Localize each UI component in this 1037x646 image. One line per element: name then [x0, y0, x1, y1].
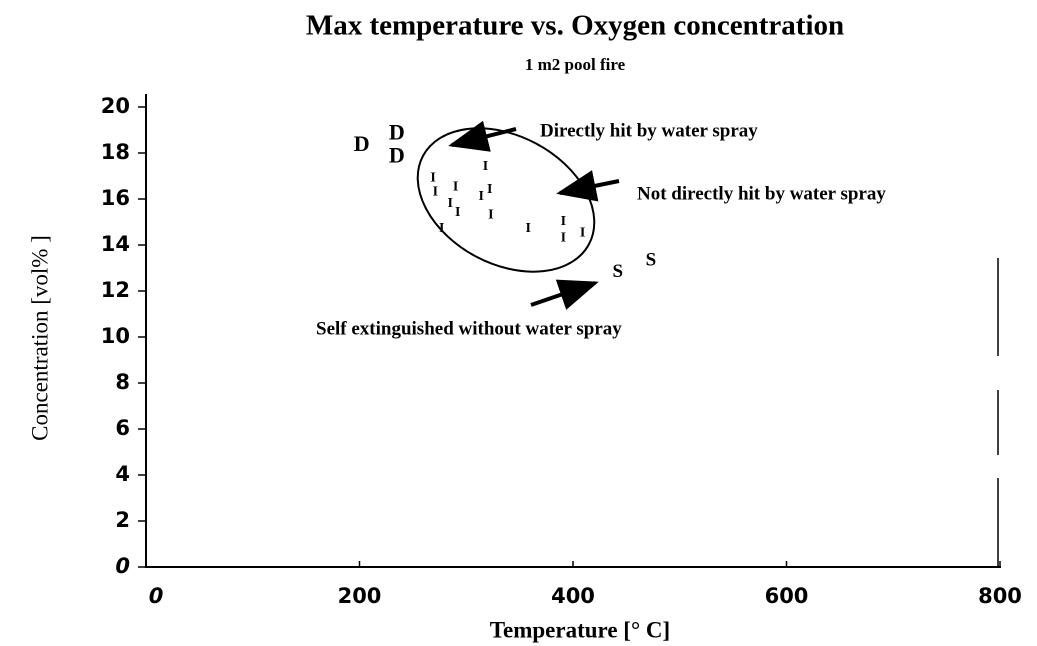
- arrow: [556, 170, 620, 202]
- point-marker: I: [488, 207, 493, 222]
- point-marker: I: [433, 184, 438, 199]
- arrow: [448, 120, 517, 152]
- point-marker: D: [354, 131, 370, 156]
- point-marker: S: [613, 261, 624, 282]
- point-marker: I: [448, 196, 453, 211]
- cluster-ellipse: [416, 127, 596, 273]
- y-tick-label: 0: [115, 554, 130, 578]
- y-tick-label: 10: [101, 324, 130, 348]
- point-marker: I: [561, 230, 566, 245]
- point-marker: I: [455, 205, 460, 220]
- y-tick-label: 12: [101, 278, 130, 302]
- annotation: Self extinguished without water spray: [316, 318, 622, 339]
- point-marker: I: [483, 159, 488, 174]
- point-marker: I: [561, 214, 566, 229]
- x-tick-label: 800: [978, 584, 1022, 608]
- point-marker: I: [478, 189, 483, 204]
- point-marker: I: [439, 221, 444, 236]
- y-tick-label: 18: [101, 140, 130, 164]
- x-tick-label: 600: [765, 584, 809, 608]
- y-tick-label: 16: [101, 186, 130, 210]
- point-marker: D: [389, 120, 405, 145]
- y-tick-label: 8: [115, 370, 130, 394]
- point-marker: I: [580, 226, 585, 241]
- x-tick-label: 400: [551, 584, 595, 608]
- point-marker: I: [453, 180, 458, 195]
- y-tick-label: 6: [115, 416, 130, 440]
- y-tick-label: 14: [101, 232, 130, 256]
- point-marker: I: [430, 171, 435, 186]
- y-tick-label: 4: [115, 462, 130, 486]
- x-axis-label: Temperature [° C]: [490, 617, 670, 642]
- x-tick-label: 0: [149, 584, 164, 608]
- arrow: [530, 279, 599, 310]
- y-axis-label: Concentration [vol% ]: [27, 235, 52, 441]
- y-tick-label: 2: [115, 508, 130, 532]
- point-marker: S: [646, 249, 657, 270]
- point-marker: D: [389, 143, 405, 168]
- point-marker: I: [487, 182, 492, 197]
- chart-subtitle: 1 m2 pool fire: [525, 55, 626, 74]
- point-marker: I: [525, 221, 530, 236]
- annotation: Directly hit by water spray: [540, 120, 758, 141]
- x-tick-label: 200: [338, 584, 382, 608]
- annotation: Not directly hit by water spray: [637, 183, 886, 204]
- chart-title: Max temperature vs. Oxygen concentration: [306, 10, 844, 42]
- y-tick-label: 20: [101, 94, 130, 118]
